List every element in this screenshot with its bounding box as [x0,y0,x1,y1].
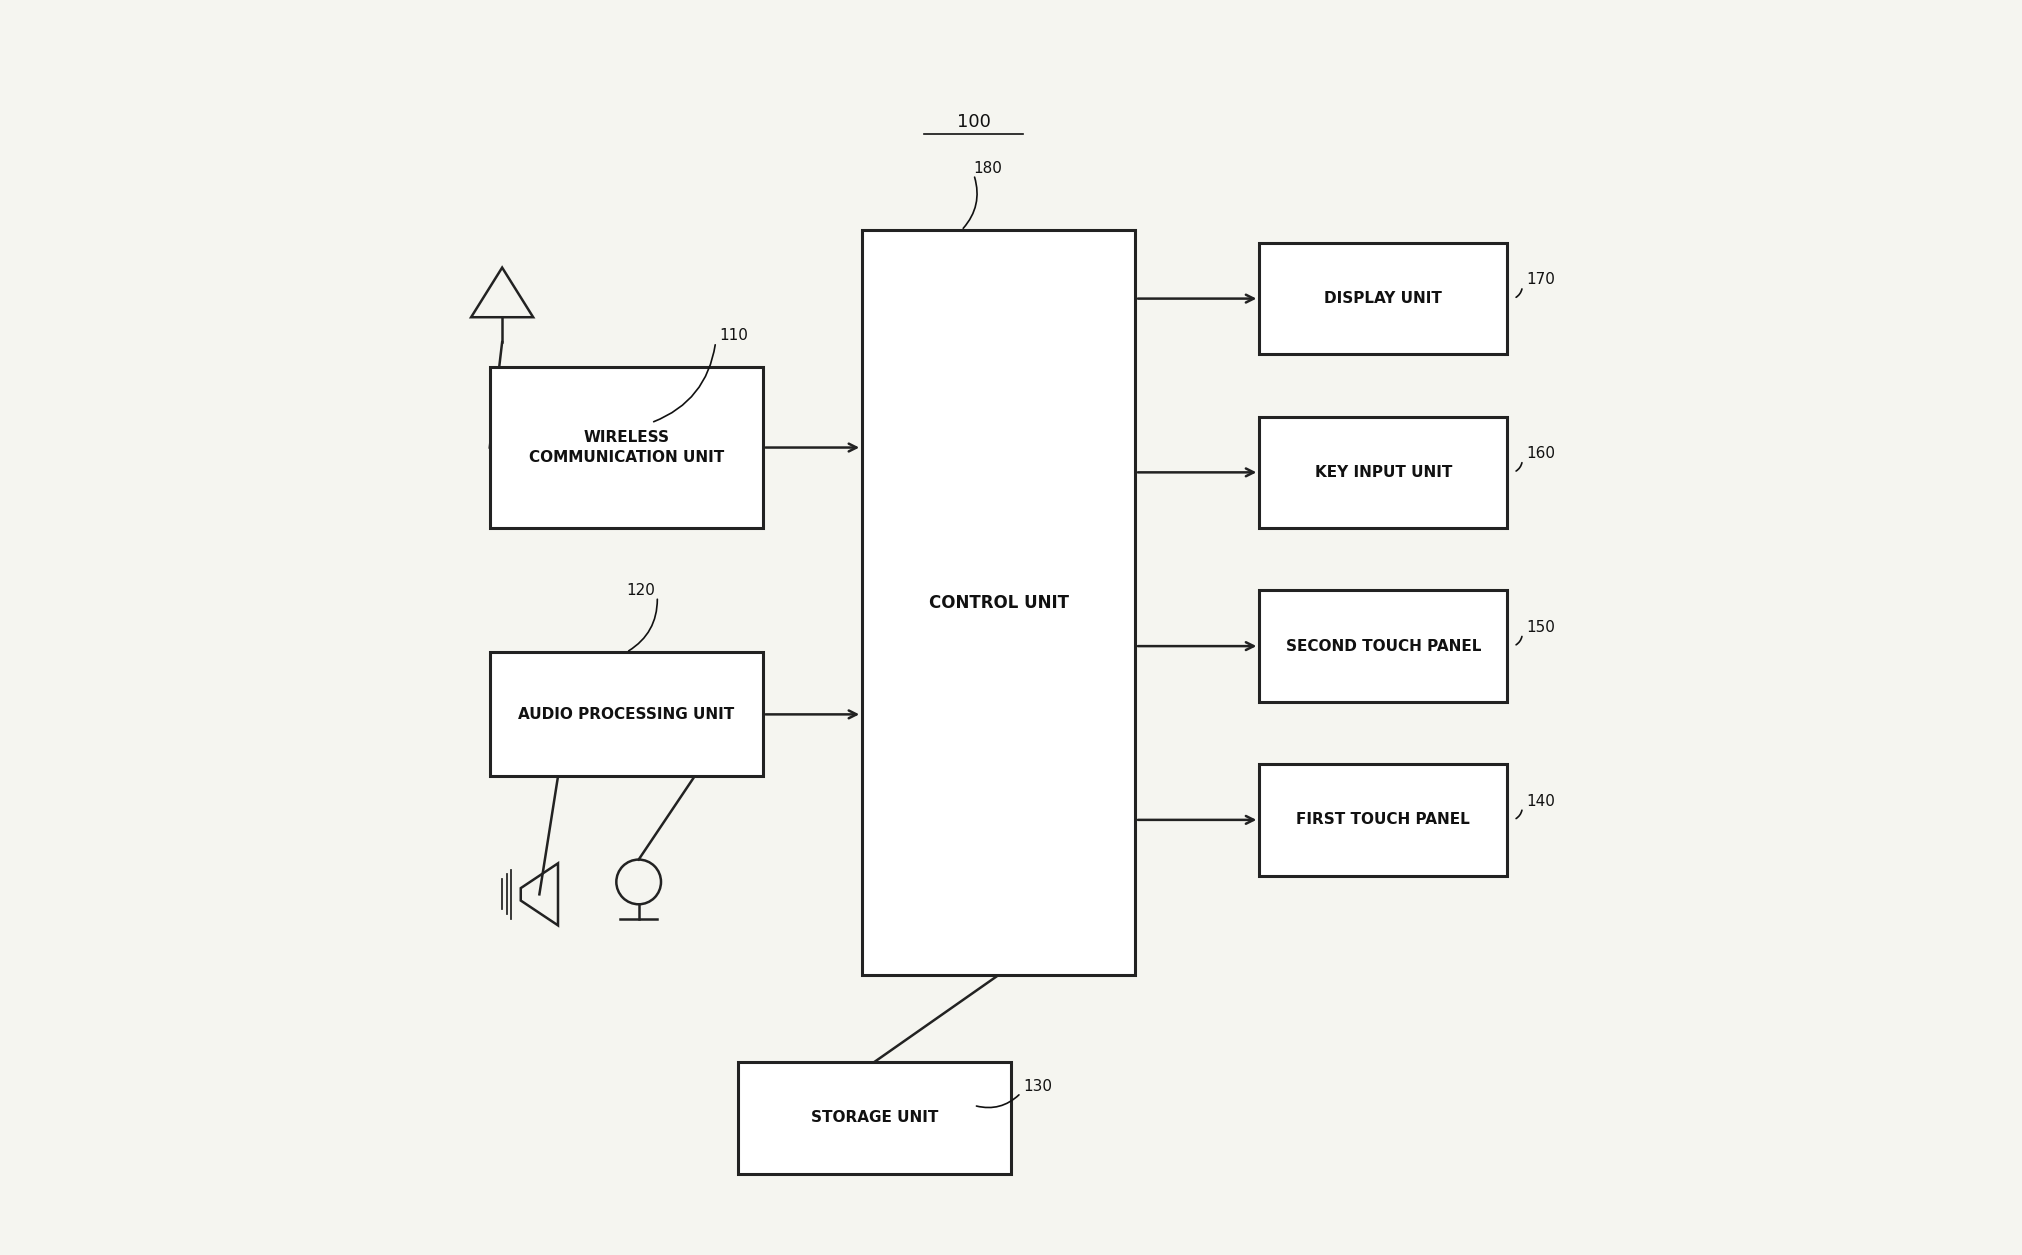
FancyBboxPatch shape [738,1062,1011,1173]
Text: 140: 140 [1527,793,1555,808]
Text: FIRST TOUCH PANEL: FIRST TOUCH PANEL [1296,812,1470,827]
FancyBboxPatch shape [861,231,1134,975]
Text: STORAGE UNIT: STORAGE UNIT [811,1111,938,1126]
Text: 180: 180 [975,161,1003,176]
Text: 100: 100 [956,113,991,131]
Text: KEY INPUT UNIT: KEY INPUT UNIT [1314,464,1452,479]
Text: 150: 150 [1527,620,1555,635]
Text: 130: 130 [1023,1079,1051,1094]
Text: 160: 160 [1527,447,1555,462]
Text: 170: 170 [1527,272,1555,287]
Text: DISPLAY UNIT: DISPLAY UNIT [1324,291,1442,306]
Text: 110: 110 [720,329,748,344]
FancyBboxPatch shape [1260,242,1508,354]
Text: WIRELESS
COMMUNICATION UNIT: WIRELESS COMMUNICATION UNIT [528,430,724,464]
FancyBboxPatch shape [489,653,762,777]
Text: 120: 120 [627,582,655,597]
FancyBboxPatch shape [1260,590,1508,702]
FancyBboxPatch shape [489,366,762,528]
FancyBboxPatch shape [1260,764,1508,876]
Text: SECOND TOUCH PANEL: SECOND TOUCH PANEL [1286,639,1480,654]
FancyBboxPatch shape [1260,417,1508,528]
Text: AUDIO PROCESSING UNIT: AUDIO PROCESSING UNIT [518,707,734,722]
Text: CONTROL UNIT: CONTROL UNIT [928,594,1068,611]
